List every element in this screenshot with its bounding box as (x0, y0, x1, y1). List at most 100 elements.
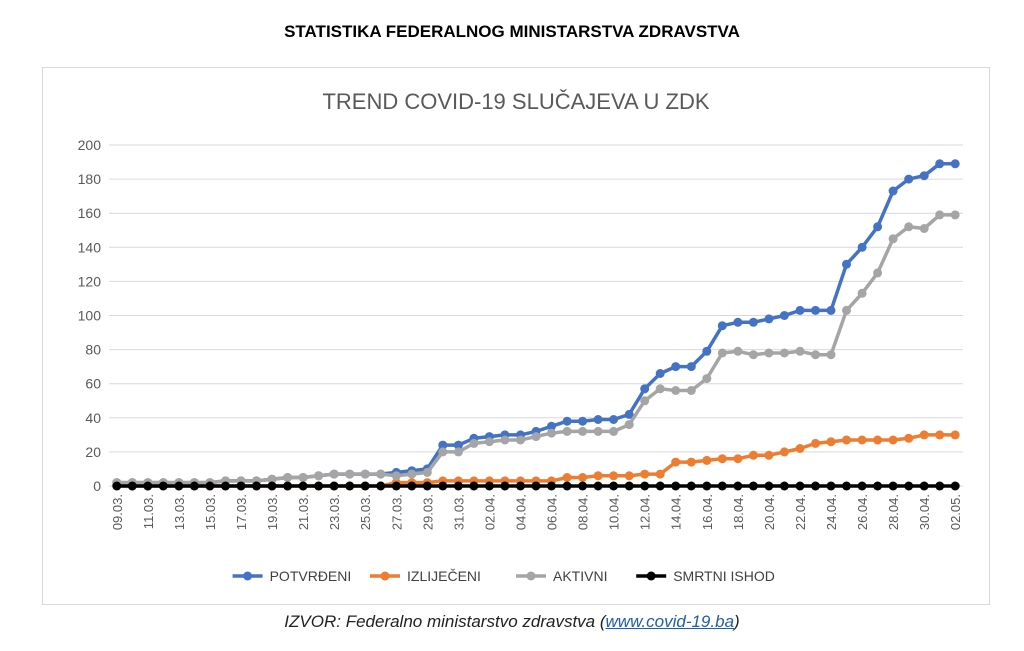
data-point (748, 350, 758, 360)
data-point (919, 224, 929, 233)
data-point (593, 415, 603, 424)
data-point (376, 481, 386, 491)
data-point (857, 288, 867, 298)
legend-item[interactable]: AKTIVNI (516, 568, 607, 584)
data-point (919, 171, 929, 181)
data-point (531, 481, 541, 491)
data-point (935, 210, 945, 220)
data-point (717, 348, 727, 358)
data-point (531, 432, 541, 442)
data-point (842, 305, 851, 315)
y-tick-label: 20 (85, 444, 101, 460)
data-point (329, 469, 339, 479)
data-point (935, 481, 945, 491)
data-point (717, 481, 727, 491)
chart-title: TREND COVID-19 SLUČAJEVA U ZDK (322, 89, 709, 114)
data-point (360, 469, 370, 479)
data-point (407, 481, 417, 491)
data-point (469, 481, 479, 491)
x-tick-label: 30.04. (917, 494, 932, 530)
data-point (469, 438, 479, 448)
data-point (702, 346, 712, 356)
data-point (795, 444, 805, 453)
y-tick-label: 80 (85, 342, 101, 358)
x-tick-label: 23.03. (327, 494, 342, 530)
data-point (733, 317, 743, 327)
data-point (624, 471, 634, 481)
data-point (655, 369, 665, 378)
data-point (811, 438, 820, 448)
data-point (919, 481, 929, 491)
data-point (935, 159, 945, 169)
data-point (857, 435, 867, 445)
y-tick-label: 140 (78, 239, 102, 255)
data-point (640, 396, 650, 406)
data-point (376, 469, 386, 479)
data-point (873, 435, 883, 445)
x-tick-label: 28.04. (886, 494, 901, 530)
data-point (500, 435, 510, 445)
data-point (640, 469, 650, 479)
x-tick-label: 14.04. (669, 494, 684, 530)
data-point (438, 440, 448, 450)
data-point (873, 268, 883, 278)
data-point (811, 305, 820, 315)
x-tick-label: 02.04. (482, 494, 497, 530)
data-point (671, 362, 681, 372)
y-tick-label: 200 (78, 137, 102, 153)
data-point (593, 426, 603, 436)
data-point (904, 481, 914, 491)
x-tick-label: 29.03. (420, 494, 435, 530)
data-point (127, 481, 137, 491)
data-point (562, 416, 572, 426)
data-point (422, 467, 432, 477)
data-point (314, 481, 324, 491)
x-tick-label: 25.03. (358, 494, 373, 530)
source-link[interactable]: www.covid-19.ba (605, 612, 735, 631)
data-point (205, 481, 215, 491)
data-point (640, 384, 650, 394)
x-tick-label: 04.04. (513, 494, 528, 530)
x-tick-label: 11.03. (141, 494, 156, 529)
legend-label: POTVRĐENI (270, 568, 352, 584)
data-point (283, 481, 293, 491)
data-point (578, 481, 588, 491)
data-point (314, 471, 324, 481)
data-point (842, 435, 851, 445)
data-point (655, 384, 665, 394)
legend-item[interactable]: POTVRĐENI (232, 568, 352, 584)
data-point (655, 469, 665, 479)
legend-label: SMRTNI ISHOD (673, 568, 775, 584)
legend-marker (526, 571, 536, 581)
data-point (795, 481, 805, 491)
data-point (640, 481, 650, 491)
legend-item[interactable]: SMRTNI ISHOD (636, 568, 775, 584)
data-point (671, 481, 681, 491)
data-point (733, 346, 743, 356)
data-point (407, 469, 417, 479)
data-point (422, 481, 432, 491)
legend-item[interactable]: IZLIJEČENI (370, 568, 481, 584)
data-point (919, 430, 929, 440)
data-point (453, 440, 463, 450)
data-point (686, 457, 696, 467)
data-point (857, 242, 867, 252)
data-point (624, 481, 634, 491)
legend-label: IZLIJEČENI (407, 568, 481, 584)
data-point (733, 481, 743, 491)
data-point (795, 346, 805, 356)
data-point (609, 426, 619, 436)
data-point (857, 481, 867, 491)
data-point (826, 350, 836, 360)
x-tick-label: 18.04. (731, 494, 746, 530)
data-point (438, 481, 448, 491)
data-point (795, 305, 805, 315)
data-point (717, 321, 727, 331)
data-point (826, 437, 836, 447)
source-caption: IZVOR: Federalno ministarstvo zdravstva … (0, 612, 1024, 632)
data-point (779, 447, 789, 457)
x-tick-label: 27.03. (389, 494, 404, 530)
data-point (500, 481, 510, 491)
data-point (143, 481, 153, 491)
data-point (609, 415, 619, 424)
